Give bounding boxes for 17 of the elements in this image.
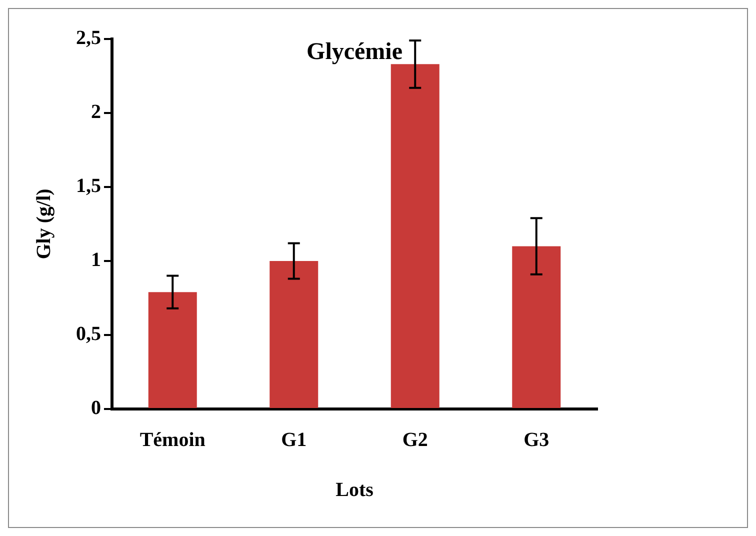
bar	[512, 246, 561, 408]
bar	[390, 64, 440, 408]
y-tick-label: 0	[91, 397, 101, 420]
x-tick-label: Témoin	[140, 429, 206, 452]
y-axis-title: Gly (g/l)	[33, 188, 56, 260]
bar	[148, 292, 197, 408]
x-tick-label: G2	[402, 429, 428, 452]
chart-title: Glycémie	[306, 39, 403, 66]
x-axis-title: Lots	[336, 479, 374, 502]
y-tick-label: 0,5	[76, 323, 101, 346]
x-tick-label: G1	[281, 429, 307, 452]
y-tick-label: 1	[91, 249, 101, 272]
bar	[270, 261, 318, 408]
y-tick-label: 2	[91, 101, 101, 124]
x-tick-label: G3	[524, 429, 550, 452]
y-tick-label: 2,5	[76, 27, 101, 50]
y-tick-label: 1,5	[76, 175, 101, 198]
